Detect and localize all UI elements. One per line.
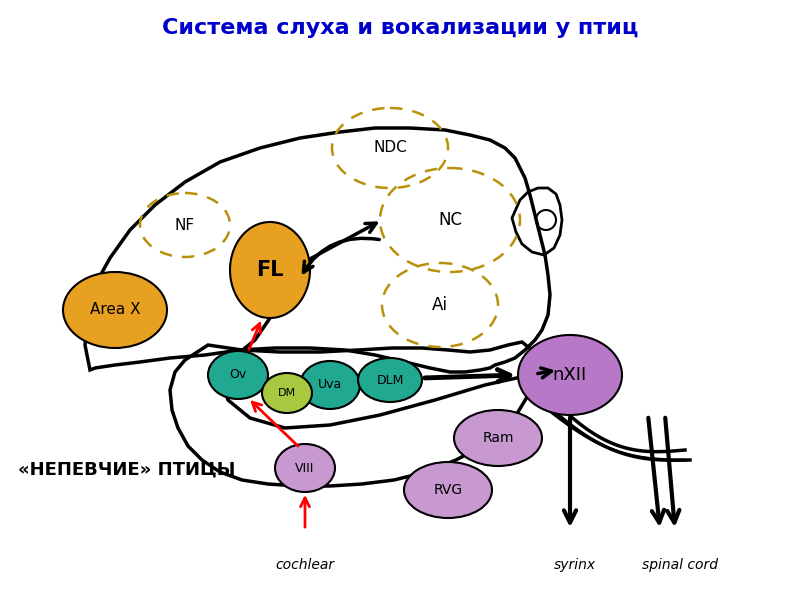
Text: cochlear: cochlear (275, 558, 334, 572)
Text: RVG: RVG (434, 483, 462, 497)
Ellipse shape (262, 373, 312, 413)
Ellipse shape (404, 462, 492, 518)
Text: VIII: VIII (295, 461, 314, 475)
Text: «НЕПЕВЧИЕ» ПТИЦЫ: «НЕПЕВЧИЕ» ПТИЦЫ (18, 461, 235, 479)
Ellipse shape (518, 335, 622, 415)
Text: NC: NC (438, 211, 462, 229)
Text: spinal cord: spinal cord (642, 558, 718, 572)
Text: Ram: Ram (482, 431, 514, 445)
Text: NDC: NDC (373, 140, 407, 155)
Ellipse shape (275, 444, 335, 492)
Ellipse shape (63, 272, 167, 348)
Text: Uva: Uva (318, 379, 342, 391)
Text: FL: FL (256, 260, 284, 280)
Text: DLM: DLM (376, 373, 404, 386)
Ellipse shape (208, 351, 268, 399)
Text: Ov: Ov (230, 368, 246, 382)
Text: nXII: nXII (553, 366, 587, 384)
Ellipse shape (230, 222, 310, 318)
Text: syrinx: syrinx (554, 558, 596, 572)
Text: DM: DM (278, 388, 296, 398)
Text: Area X: Area X (90, 302, 140, 317)
Ellipse shape (454, 410, 542, 466)
Text: NF: NF (175, 217, 195, 232)
Ellipse shape (358, 358, 422, 402)
Text: Ai: Ai (432, 296, 448, 314)
Text: Система слуха и вокализации у птиц: Система слуха и вокализации у птиц (162, 18, 638, 38)
Ellipse shape (300, 361, 360, 409)
